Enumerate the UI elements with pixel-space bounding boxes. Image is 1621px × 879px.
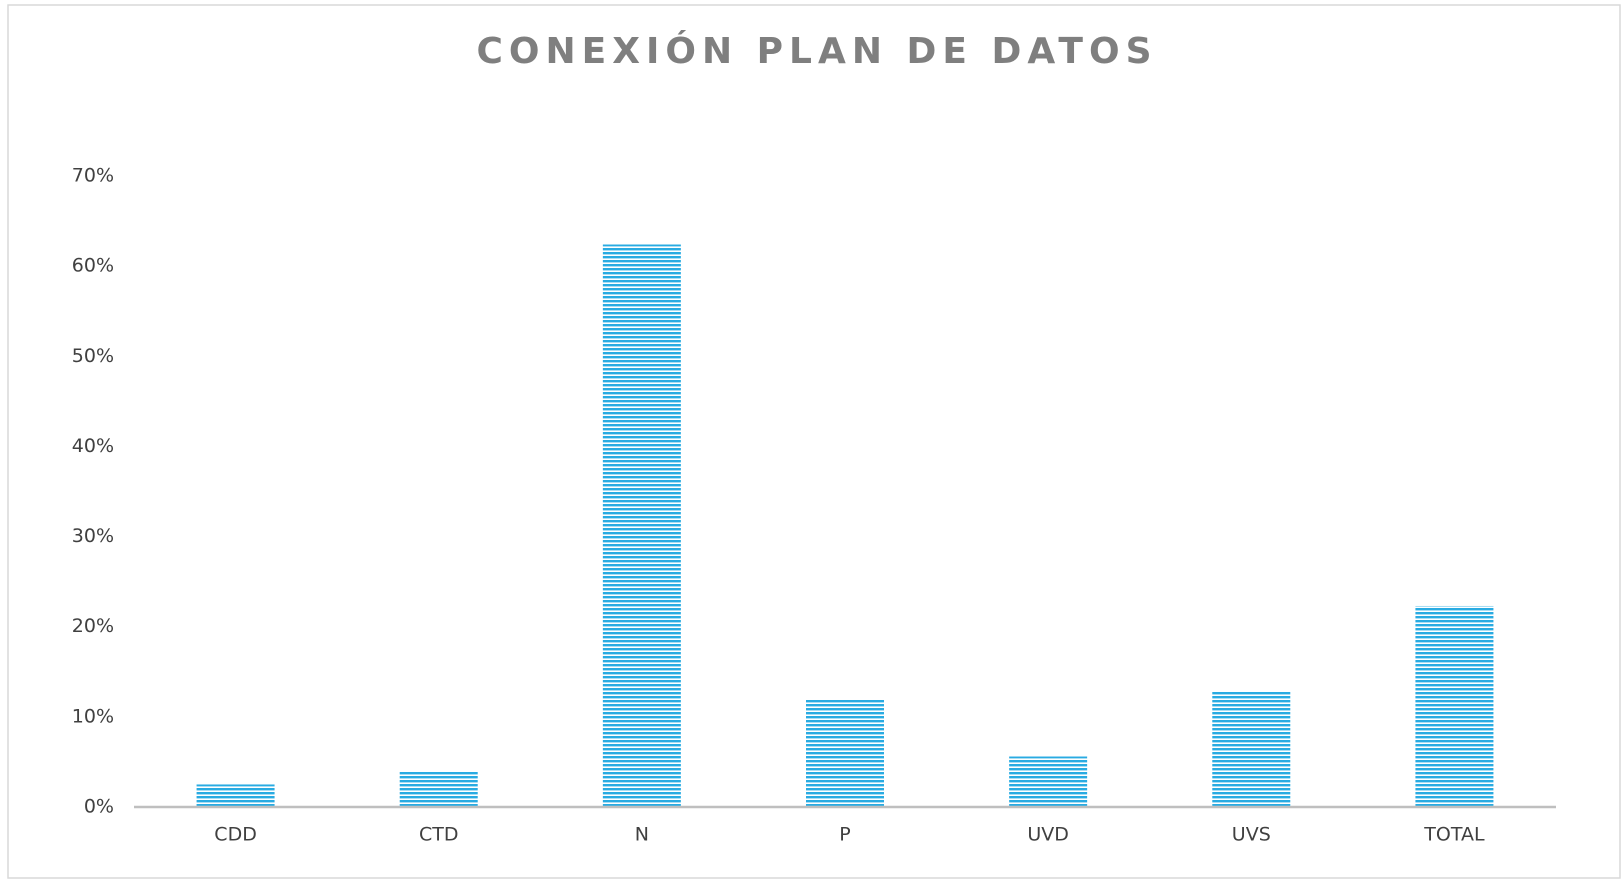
bar [1212, 690, 1291, 807]
y-tick-label: 0% [84, 796, 114, 818]
y-tick-label: 10% [72, 705, 114, 727]
y-tick-label: 30% [72, 525, 114, 547]
x-tick-label: UVS [1232, 824, 1271, 846]
bar [602, 244, 681, 808]
y-tick-label: 50% [72, 345, 114, 367]
x-tick-label: CTD [419, 824, 459, 846]
y-tick-label: 60% [72, 255, 114, 277]
y-tick-label: 70% [72, 165, 114, 187]
x-tick-label: TOTAL [1423, 824, 1485, 846]
y-tick-label: 20% [72, 615, 114, 637]
bar [196, 784, 275, 807]
y-tick-label: 40% [72, 435, 114, 457]
x-tick-label: CDD [214, 824, 257, 846]
chart-frame [7, 4, 1621, 879]
bar [806, 699, 884, 807]
bar [1415, 605, 1494, 807]
x-tick-label: N [635, 824, 649, 846]
x-tick-label: UVD [1027, 824, 1069, 846]
x-tick-label: P [839, 824, 850, 846]
bar [399, 771, 478, 807]
bar [1009, 756, 1088, 807]
chart-title: CONEXIÓN PLAN DE DATOS [476, 30, 1157, 72]
